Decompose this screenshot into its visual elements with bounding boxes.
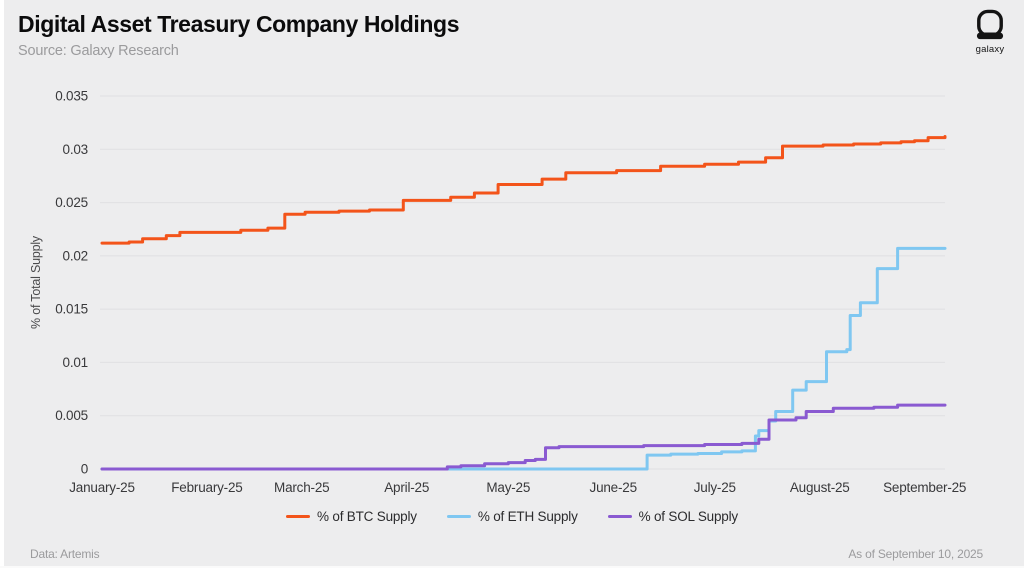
y-tick-label: 0.01 (63, 355, 88, 370)
eth-line-swatch-icon (446, 514, 471, 519)
x-tick-label: July-25 (694, 480, 736, 495)
y-tick-label: 0.02 (63, 248, 88, 263)
btc-line-swatch-icon (286, 514, 311, 519)
legend-item-btc: % of BTC Supply (286, 509, 417, 524)
x-tick-label: June-25 (590, 480, 637, 495)
galaxy-logo-text: galaxy (975, 44, 1005, 55)
y-tick-label: 0.035 (55, 89, 88, 104)
legend-label-eth: % of ETH Supply (477, 509, 578, 524)
bottom-border (0, 566, 1024, 568)
legend-label-sol: % of SOL Supply (638, 509, 739, 524)
legend-label-btc: % of BTC Supply (317, 509, 417, 524)
as-of-date-note: As of September 10, 2025 (848, 547, 983, 561)
legend-item-sol: % of SOL Supply (607, 509, 739, 524)
y-tick-label: 0.025 (55, 195, 88, 210)
btc-supply-line (100, 135, 947, 245)
x-tick-label: February-25 (171, 480, 242, 495)
y-tick-label: 0 (81, 462, 88, 477)
sol-line-swatch-icon (607, 514, 632, 519)
sol-supply-line (100, 403, 947, 471)
galaxy-helmet-icon (976, 9, 1004, 40)
x-tick-label: April-25 (384, 480, 429, 495)
x-tick-label: January-25 (69, 480, 135, 495)
galaxy-logo: galaxy (968, 9, 1012, 55)
y-tick-label: 0.03 (63, 142, 88, 157)
x-tick-label: March-25 (274, 480, 329, 495)
x-tick-label: May-25 (486, 480, 530, 495)
y-tick-label: 0.005 (55, 408, 88, 423)
chart-legend: % of BTC Supply % of ETH Supply % of SOL… (0, 509, 1024, 524)
y-axis-title: % of Total Supply (29, 235, 43, 329)
page-title: Digital Asset Treasury Company Holdings (18, 11, 460, 37)
source-subtitle: Source: Galaxy Research (18, 43, 179, 59)
legend-item-eth: % of ETH Supply (446, 509, 578, 524)
left-border (0, 0, 4, 568)
x-tick-label: August-25 (790, 480, 850, 495)
x-tick-label: September-25 (883, 480, 966, 495)
data-source-note: Data: Artemis (30, 547, 100, 561)
eth-supply-line (100, 246, 947, 471)
y-tick-label: 0.015 (55, 302, 88, 317)
